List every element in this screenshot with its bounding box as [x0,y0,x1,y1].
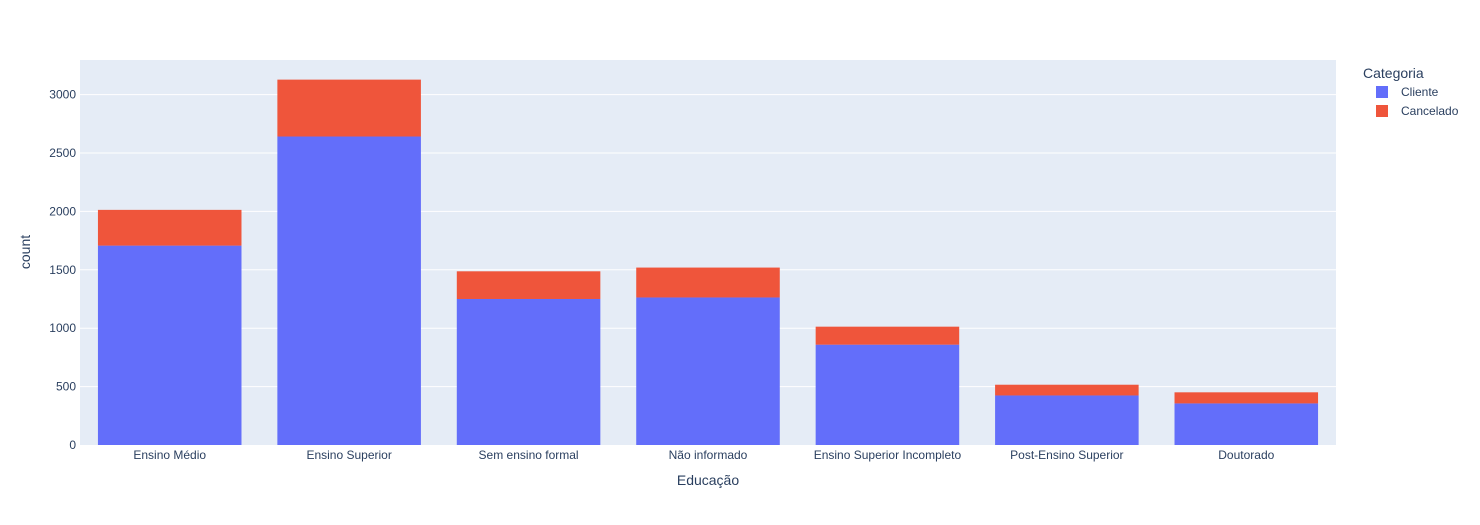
bar-cliente-6 [1174,403,1319,445]
bar-cancelado-0 [97,209,242,246]
y-tick-label: 2500 [49,146,76,160]
bar-cancelado-3 [636,267,780,298]
x-tick-label: Post-Ensino Superior [1010,448,1123,462]
x-tick-label: Sem ensino formal [479,448,579,462]
y-tick-label: 0 [69,438,76,452]
legend-swatch-cliente[interactable] [1376,86,1388,98]
x-tick-label: Ensino Médio [133,448,206,462]
y-tick-label: 1500 [49,263,76,277]
x-tick-labels: Ensino Médio Ensino Superior Sem ensino fo… [133,448,1274,462]
x-tick-label: Ensino Superior Incompleto [814,448,962,462]
bar-cancelado-1 [277,79,421,137]
legend-swatch-cancelado[interactable] [1376,105,1388,117]
bar-cliente-5 [995,395,1139,445]
x-tick-label: Ensino Superior [306,448,391,462]
y-tick-labels: 0 500 1000 1500 2000 2500 3000 [49,88,76,452]
legend-label-cliente[interactable]: Cliente [1401,85,1439,99]
x-tick-label: Doutorado [1218,448,1274,462]
y-tick-label: 2000 [49,204,76,218]
legend: Categoria Cliente Cancelado [1363,65,1459,118]
bar-cancelado-4 [815,326,960,345]
bar-cliente-2 [456,298,601,445]
bar-cancelado-2 [456,271,601,299]
bar-cliente-1 [277,136,421,445]
x-axis-title: Educação [677,472,739,488]
y-axis-title: count [17,235,33,269]
legend-title: Categoria [1363,65,1424,81]
bar-cliente-3 [636,297,780,445]
y-tick-label: 1000 [49,321,76,335]
bar-cliente-4 [815,344,960,445]
y-tick-label: 500 [56,380,76,394]
bar-cancelado-5 [995,384,1139,396]
legend-label-cancelado[interactable]: Cancelado [1401,104,1459,118]
bars [97,79,1319,445]
y-tick-label: 3000 [49,88,76,102]
bar-cliente-0 [97,245,242,445]
x-tick-label: Não informado [669,448,748,462]
bar-cancelado-6 [1174,392,1319,404]
